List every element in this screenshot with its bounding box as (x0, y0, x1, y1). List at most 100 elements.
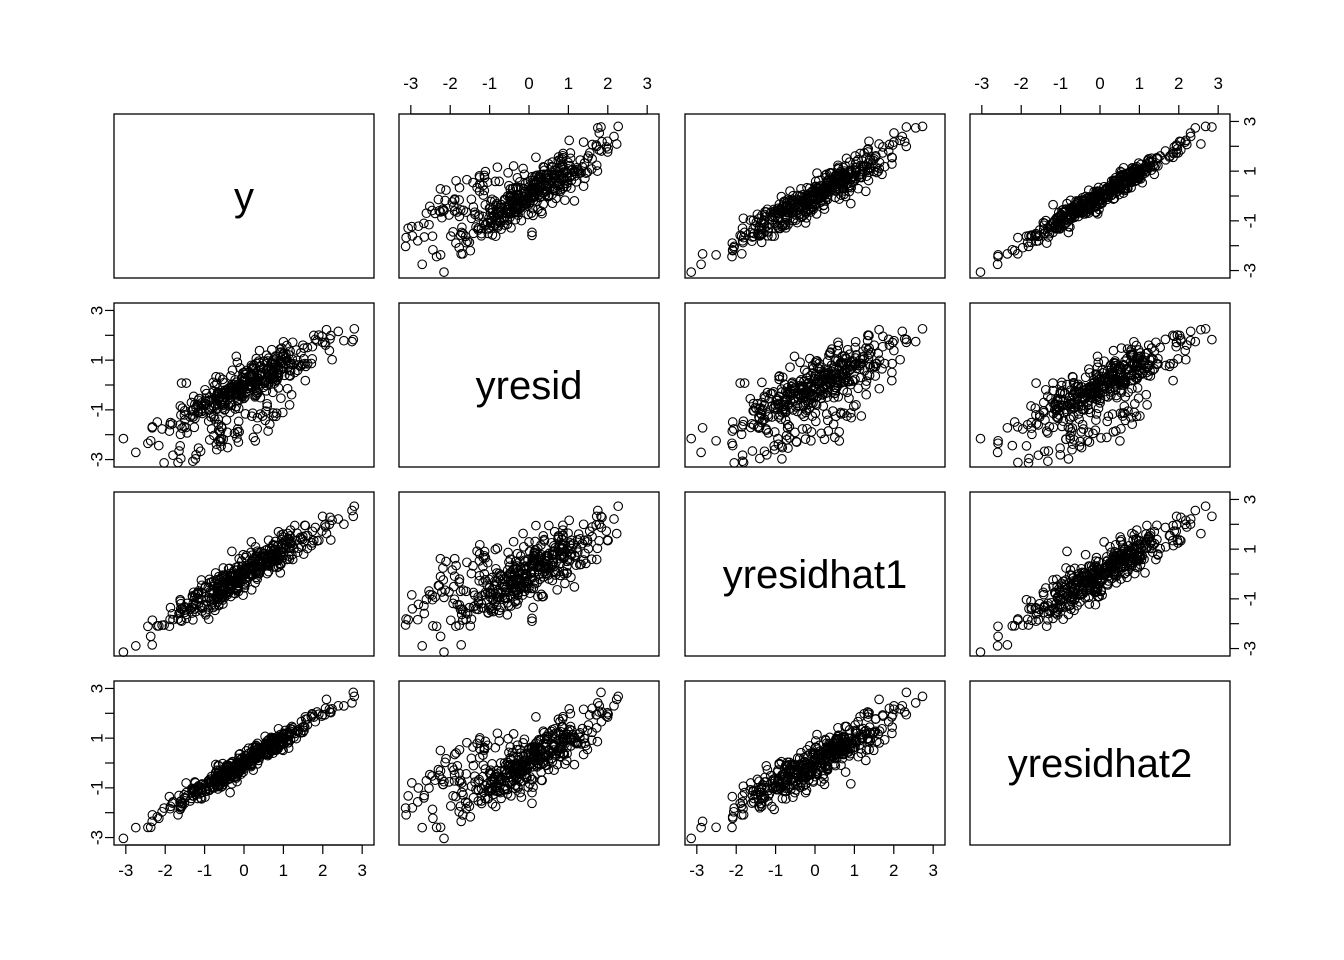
data-point (686, 833, 697, 844)
data-point (1077, 207, 1088, 218)
data-point (173, 457, 183, 468)
data-point (476, 228, 487, 239)
data-point (492, 543, 503, 553)
data-point (573, 529, 584, 539)
data-point (566, 183, 576, 194)
data-point (817, 183, 828, 194)
data-point (799, 365, 810, 376)
data-point (177, 403, 188, 413)
data-point (147, 640, 158, 650)
data-point (686, 433, 697, 444)
data-point (1063, 454, 1074, 464)
data-point (611, 528, 622, 539)
data-point (483, 224, 494, 234)
data-point (1055, 449, 1066, 460)
panel-2-1 (398, 491, 660, 657)
data-point (536, 172, 547, 182)
data-point (496, 206, 507, 217)
data-point (1044, 228, 1055, 239)
data-point (754, 231, 765, 241)
data-point (447, 197, 458, 207)
data-point (317, 337, 328, 348)
data-point (492, 162, 503, 173)
data-point (435, 745, 446, 756)
data-point (282, 383, 293, 394)
data-point (181, 422, 191, 433)
data-point (468, 177, 478, 188)
data-point (1093, 357, 1104, 368)
data-point (857, 166, 868, 177)
data-point (482, 217, 493, 228)
data-point (1127, 383, 1137, 394)
data-point (769, 206, 780, 216)
data-point (527, 171, 537, 182)
data-point (1083, 185, 1094, 196)
data-point (214, 372, 225, 383)
data-point (1063, 227, 1074, 238)
data-point (774, 204, 785, 215)
data-point (308, 330, 319, 341)
data-point (1142, 520, 1152, 531)
data-point (1117, 179, 1128, 190)
data-point (899, 136, 910, 147)
data-point (191, 449, 201, 460)
data-point (457, 248, 468, 259)
data-point (428, 813, 438, 824)
data-point (803, 201, 813, 211)
data-point (564, 135, 575, 146)
data-point (613, 501, 624, 512)
data-point (440, 195, 450, 206)
data-point (479, 185, 490, 196)
data-point (299, 358, 310, 369)
data-point (176, 378, 187, 388)
data-point (886, 375, 897, 386)
data-point (889, 128, 899, 138)
data-point (1024, 231, 1034, 241)
data-point (403, 223, 414, 234)
data-point (1185, 128, 1196, 138)
data-point (483, 228, 494, 239)
data-point (474, 186, 485, 196)
data-point (488, 211, 499, 222)
data-point (511, 201, 521, 211)
data-point (189, 422, 200, 433)
data-point (212, 394, 223, 405)
data-point (592, 123, 603, 133)
data-point (856, 411, 867, 421)
data-point (788, 207, 799, 218)
data-point (611, 139, 622, 149)
data-point (494, 176, 505, 187)
data-point (686, 267, 697, 277)
data-point (233, 416, 244, 427)
data-point (277, 352, 288, 362)
data-point (609, 514, 619, 524)
data-point (159, 458, 169, 468)
data-point (792, 217, 803, 228)
data-point (312, 335, 322, 346)
data-point (1173, 148, 1183, 158)
data-point (992, 259, 1003, 270)
data-point (874, 383, 885, 394)
data-point (528, 210, 538, 221)
data-point (1059, 206, 1070, 217)
data-point (506, 222, 516, 233)
data-point (248, 374, 258, 384)
data-point (745, 215, 756, 225)
data-point (877, 169, 887, 180)
data-point (1099, 356, 1109, 367)
data-point (602, 136, 613, 147)
data-point (549, 185, 559, 196)
data-point (1200, 121, 1211, 132)
data-point (844, 393, 854, 404)
data-point (502, 609, 513, 620)
data-point (887, 159, 897, 169)
data-point (910, 336, 921, 347)
data-point (711, 250, 721, 260)
data-point (349, 323, 360, 334)
data-point (901, 687, 912, 698)
data-point (762, 204, 773, 215)
data-point (870, 150, 881, 161)
data-point (565, 148, 576, 158)
data-point (569, 196, 580, 206)
data-point (130, 641, 141, 651)
